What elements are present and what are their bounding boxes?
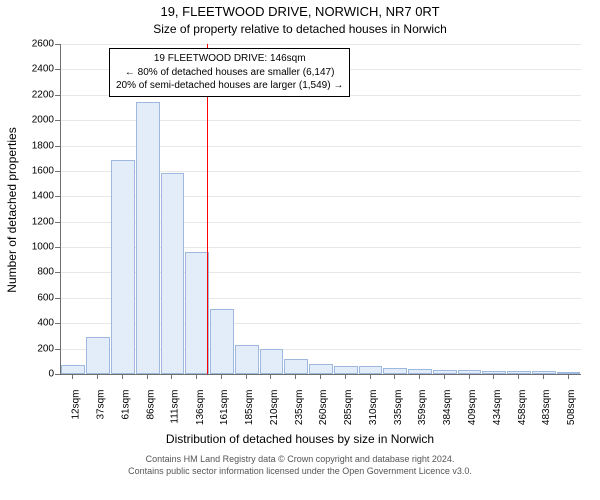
- info-box: 19 FLEETWOOD DRIVE: 146sqm← 80% of detac…: [109, 48, 350, 97]
- y-tick-mark: [55, 95, 60, 96]
- chart-footer: Contains HM Land Registry data © Crown c…: [0, 454, 600, 477]
- chart-subtitle: Size of property relative to detached ho…: [0, 22, 600, 36]
- footer-line-2: Contains public sector information licen…: [0, 466, 600, 478]
- x-tick-label: 185sqm: [244, 390, 255, 426]
- histogram-bar: [86, 337, 110, 374]
- plot-area: 19 FLEETWOOD DRIVE: 146sqm← 80% of detac…: [60, 44, 581, 375]
- property-histogram: 19, FLEETWOOD DRIVE, NORWICH, NR7 0RT Si…: [0, 0, 600, 500]
- x-tick-label: 458sqm: [517, 390, 528, 426]
- x-tick-label: 86sqm: [145, 390, 156, 420]
- x-tick-mark: [295, 374, 296, 379]
- y-tick-mark: [55, 323, 60, 324]
- x-tick-label: 359sqm: [418, 390, 429, 426]
- y-tick-mark: [55, 69, 60, 70]
- histogram-bar: [136, 102, 160, 374]
- x-tick-mark: [97, 374, 98, 379]
- y-tick-mark: [55, 196, 60, 197]
- x-axis-label: Distribution of detached houses by size …: [0, 432, 600, 446]
- gridline: [61, 44, 581, 45]
- y-tick-label: 400: [26, 318, 54, 329]
- histogram-bar: [210, 309, 234, 374]
- x-tick-mark: [147, 374, 148, 379]
- x-tick-label: 409sqm: [467, 390, 478, 426]
- y-tick-label: 0: [26, 369, 54, 380]
- y-tick-label: 1200: [26, 216, 54, 227]
- y-tick-label: 1000: [26, 242, 54, 253]
- y-tick-mark: [55, 44, 60, 45]
- y-tick-label: 200: [26, 343, 54, 354]
- x-tick-label: 260sqm: [319, 390, 330, 426]
- y-tick-label: 1600: [26, 165, 54, 176]
- y-tick-mark: [55, 120, 60, 121]
- histogram-bar: [260, 349, 284, 374]
- x-tick-mark: [543, 374, 544, 379]
- x-tick-mark: [171, 374, 172, 379]
- histogram-bar: [309, 364, 333, 374]
- x-tick-label: 483sqm: [541, 390, 552, 426]
- x-tick-mark: [518, 374, 519, 379]
- y-tick-mark: [55, 222, 60, 223]
- y-tick-label: 2400: [26, 64, 54, 75]
- x-tick-label: 235sqm: [294, 390, 305, 426]
- y-tick-label: 2600: [26, 39, 54, 50]
- y-tick-label: 1400: [26, 191, 54, 202]
- x-tick-label: 434sqm: [492, 390, 503, 426]
- y-tick-label: 600: [26, 292, 54, 303]
- histogram-bar: [532, 371, 556, 374]
- x-tick-label: 136sqm: [195, 390, 206, 426]
- x-tick-mark: [469, 374, 470, 379]
- y-tick-mark: [55, 374, 60, 375]
- histogram-bar: [111, 160, 135, 375]
- y-axis-label: Number of detached properties: [5, 127, 19, 292]
- x-tick-label: 111sqm: [170, 390, 181, 424]
- x-tick-label: 161sqm: [219, 390, 230, 426]
- x-tick-mark: [444, 374, 445, 379]
- info-box-line: 19 FLEETWOOD DRIVE: 146sqm: [116, 52, 343, 66]
- y-tick-mark: [55, 247, 60, 248]
- x-tick-label: 508sqm: [566, 390, 577, 426]
- x-tick-mark: [270, 374, 271, 379]
- x-tick-label: 285sqm: [343, 390, 354, 426]
- histogram-bar: [235, 345, 259, 374]
- x-tick-mark: [221, 374, 222, 379]
- x-tick-mark: [246, 374, 247, 379]
- x-tick-mark: [394, 374, 395, 379]
- x-tick-mark: [72, 374, 73, 379]
- y-tick-mark: [55, 146, 60, 147]
- histogram-bar: [61, 365, 85, 374]
- x-tick-mark: [370, 374, 371, 379]
- y-tick-mark: [55, 272, 60, 273]
- histogram-bar: [334, 366, 358, 374]
- chart-title: 19, FLEETWOOD DRIVE, NORWICH, NR7 0RT: [0, 4, 600, 19]
- footer-line-1: Contains HM Land Registry data © Crown c…: [0, 454, 600, 466]
- y-tick-label: 1800: [26, 140, 54, 151]
- x-tick-label: 61sqm: [120, 390, 131, 420]
- x-tick-label: 335sqm: [393, 390, 404, 426]
- y-tick-label: 2000: [26, 115, 54, 126]
- x-tick-label: 384sqm: [442, 390, 453, 426]
- histogram-bar: [433, 370, 457, 374]
- info-box-line: 20% of semi-detached houses are larger (…: [116, 79, 343, 93]
- x-tick-mark: [419, 374, 420, 379]
- histogram-bar: [284, 359, 308, 374]
- x-tick-mark: [568, 374, 569, 379]
- x-tick-mark: [345, 374, 346, 379]
- x-tick-mark: [196, 374, 197, 379]
- x-tick-mark: [122, 374, 123, 379]
- y-tick-mark: [55, 298, 60, 299]
- y-tick-label: 2200: [26, 89, 54, 100]
- histogram-bar: [359, 366, 383, 374]
- y-tick-mark: [55, 171, 60, 172]
- y-tick-mark: [55, 349, 60, 350]
- histogram-bar: [185, 252, 209, 374]
- x-tick-label: 12sqm: [71, 390, 82, 420]
- histogram-bar: [161, 173, 185, 374]
- x-tick-label: 210sqm: [269, 390, 280, 426]
- info-box-line: ← 80% of detached houses are smaller (6,…: [116, 66, 343, 80]
- y-tick-label: 800: [26, 267, 54, 278]
- x-tick-mark: [320, 374, 321, 379]
- x-tick-mark: [493, 374, 494, 379]
- x-tick-label: 37sqm: [96, 390, 107, 420]
- x-tick-label: 310sqm: [368, 390, 379, 426]
